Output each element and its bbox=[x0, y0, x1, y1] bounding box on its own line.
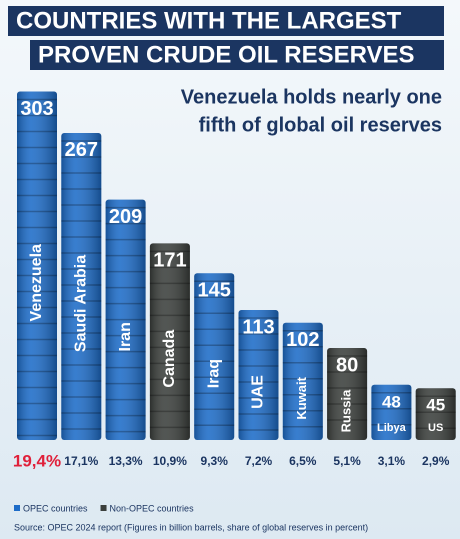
subtitle: fifth of global oil reserves bbox=[199, 114, 442, 136]
share-label: 2,9% bbox=[422, 454, 450, 468]
value-label: 267 bbox=[65, 139, 98, 161]
category-label: US bbox=[428, 422, 443, 434]
value-label: 113 bbox=[242, 316, 274, 338]
bar-shade bbox=[194, 273, 235, 440]
bar-shade bbox=[149, 243, 190, 440]
category-label: UAE bbox=[250, 375, 267, 409]
legend-swatch bbox=[14, 505, 20, 511]
value-label: 102 bbox=[286, 329, 319, 351]
value-label: 171 bbox=[153, 250, 186, 272]
source: Source: OPEC 2024 report (Figures in bil… bbox=[14, 522, 368, 532]
bar-shade bbox=[282, 322, 323, 440]
share-label: 9,3% bbox=[201, 454, 229, 468]
value-label: 80 bbox=[336, 354, 358, 376]
value-label: 145 bbox=[198, 280, 231, 302]
category-label: Kuwait bbox=[294, 376, 309, 419]
chart-title: PROVEN CRUDE OIL RESERVES bbox=[38, 41, 415, 68]
legend-label: Non-OPEC countries bbox=[110, 503, 195, 513]
bar-shade bbox=[371, 384, 412, 440]
category-label: Libya bbox=[377, 422, 407, 434]
share-label: 13,3% bbox=[109, 454, 143, 468]
share-label: 3,1% bbox=[378, 454, 406, 468]
share-label: 19,4% bbox=[13, 451, 61, 470]
category-label: Iran bbox=[117, 322, 134, 351]
value-label: 48 bbox=[382, 392, 401, 411]
category-label: Saudi Arabia bbox=[73, 255, 90, 352]
category-label: Canada bbox=[161, 330, 178, 388]
value-label: 45 bbox=[426, 396, 445, 415]
share-label: 17,1% bbox=[64, 454, 98, 468]
bar-shade bbox=[17, 91, 57, 441]
bar-shade bbox=[238, 310, 279, 440]
category-label: Venezuela bbox=[28, 244, 45, 321]
category-label: Iraq bbox=[205, 359, 222, 388]
bar-shade bbox=[61, 132, 102, 440]
title-box bbox=[30, 40, 444, 70]
share-label: 7,2% bbox=[245, 454, 273, 468]
title-box bbox=[8, 6, 444, 36]
subtitle: Venezuela holds nearly one bbox=[181, 86, 442, 108]
legend-label: OPEC countries bbox=[23, 503, 88, 513]
share-label: 5,1% bbox=[333, 454, 361, 468]
share-label: 6,5% bbox=[289, 454, 317, 468]
share-label: 10,9% bbox=[153, 454, 187, 468]
chart-title: COUNTRIES WITH THE LARGEST bbox=[16, 7, 402, 34]
category-label: Russia bbox=[339, 389, 354, 432]
value-label: 209 bbox=[109, 206, 142, 228]
value-label: 303 bbox=[20, 98, 53, 120]
bar-shade bbox=[327, 348, 368, 440]
legend-swatch bbox=[100, 505, 107, 511]
bar-shade bbox=[415, 388, 456, 440]
bar-shade bbox=[105, 199, 146, 440]
